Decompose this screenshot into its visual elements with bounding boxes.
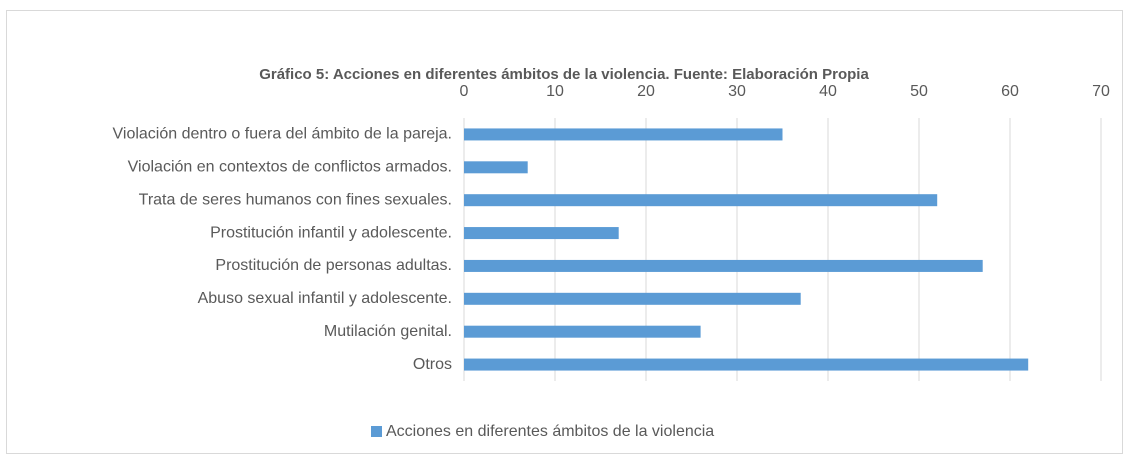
chart-title: Gráfico 5: Acciones en diferentes ámbito… — [259, 66, 869, 83]
bar — [464, 194, 938, 207]
x-tick-label: 50 — [910, 83, 928, 100]
bar — [464, 292, 801, 305]
y-tick-label: Abuso sexual infantil y adolescente. — [198, 290, 452, 307]
bar — [464, 325, 701, 338]
y-tick-label: Trata de seres humanos con fines sexuale… — [139, 191, 452, 208]
legend-swatch — [371, 426, 382, 437]
x-tick-label: 0 — [460, 83, 469, 100]
x-tick-label: 10 — [546, 83, 564, 100]
bar — [464, 259, 983, 272]
x-tick-label: 30 — [728, 83, 746, 100]
bar — [464, 128, 783, 141]
bar — [464, 227, 619, 240]
y-tick-label: Mutilación genital. — [324, 323, 452, 340]
bar — [464, 358, 1029, 371]
x-tick-label: 20 — [637, 83, 655, 100]
y-tick-label: Prostitución infantil y adolescente. — [210, 224, 452, 241]
y-tick-label: Violación en contextos de conflictos arm… — [128, 159, 452, 176]
y-tick-label: Prostitución de personas adultas. — [215, 257, 452, 274]
x-tick-label: 70 — [1092, 83, 1110, 100]
x-tick-label: 60 — [1001, 83, 1019, 100]
legend-label: Acciones en diferentes ámbitos de la vio… — [386, 423, 714, 440]
bar — [464, 161, 528, 174]
x-tick-label: 40 — [819, 83, 837, 100]
y-tick-label: Violación dentro o fuera del ámbito de l… — [113, 126, 452, 143]
y-tick-label: Otros — [413, 356, 452, 373]
